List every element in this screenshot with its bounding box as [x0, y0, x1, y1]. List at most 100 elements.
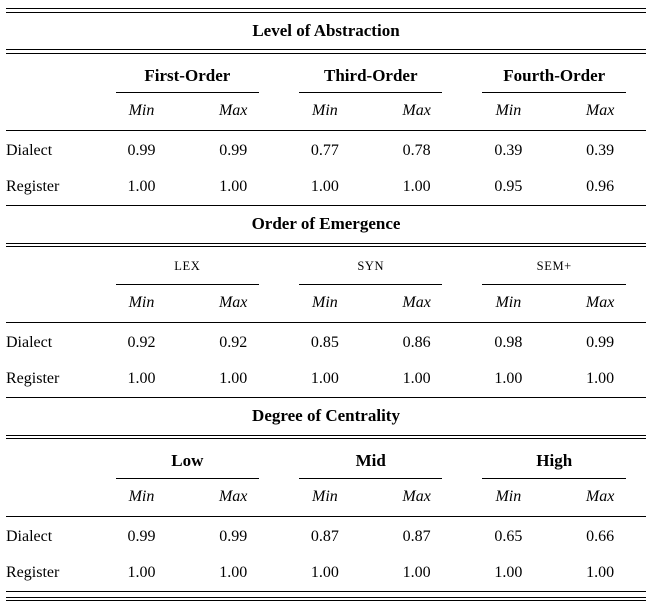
value-cell: 0.39 — [586, 142, 615, 160]
row-label: Dialect — [6, 142, 53, 160]
max-header: Max — [370, 478, 463, 517]
centrality-table: Low Mid High Min Max Min Max Min Max Dia… — [6, 439, 646, 591]
bottom-single-rule — [6, 590, 646, 592]
value-cell: 0.66 — [586, 527, 615, 545]
value-cell: 1.00 — [310, 370, 339, 388]
max-header: Max — [370, 285, 463, 324]
value-cell: 0.87 — [402, 527, 431, 545]
group-header: Mid — [279, 439, 462, 479]
value-cell: 0.99 — [586, 334, 615, 352]
group-header: LEX — [96, 247, 279, 286]
group-header-label: First-Order — [115, 66, 260, 94]
min-header: Min — [279, 478, 371, 517]
value-cell: 1.00 — [402, 563, 431, 581]
value-cell: 1.00 — [494, 563, 523, 581]
min-header: Min — [462, 93, 555, 132]
max-header: Max — [554, 478, 646, 517]
value-cell: 0.77 — [310, 142, 339, 160]
value-cell: 0.99 — [127, 142, 156, 160]
value-cell: 0.96 — [586, 178, 615, 196]
value-cell: 0.92 — [219, 334, 248, 352]
title-double-rule — [6, 49, 646, 54]
minmax-header-row: Min Max Min Max Min Max — [6, 93, 646, 132]
table-row: Register 1.00 1.00 1.00 1.00 0.95 0.96 — [6, 169, 646, 205]
section-separator-rule — [6, 205, 646, 207]
group-header-label: SEM+ — [482, 259, 626, 286]
min-header: Min — [462, 285, 555, 324]
section-title-abstraction: Level of Abstraction — [252, 20, 400, 40]
row-label: Dialect — [6, 334, 53, 352]
table-row: Dialect 0.99 0.99 0.77 0.78 0.39 0.39 — [6, 131, 646, 170]
min-header: Min — [95, 93, 188, 132]
max-header: Max — [370, 93, 463, 132]
abstraction-table: First-Order Third-Order Fourth-Order Min… — [6, 54, 646, 206]
group-header-label: SYN — [299, 259, 443, 286]
group-header: SYN — [279, 247, 462, 286]
group-header-row: LEX SYN SEM+ — [6, 247, 646, 286]
spacer-cell — [6, 93, 96, 132]
spacer-cell — [6, 54, 96, 94]
group-header-row: First-Order Third-Order Fourth-Order — [6, 54, 646, 94]
value-cell: 1.00 — [402, 370, 431, 388]
min-header: Min — [279, 93, 371, 132]
min-header: Min — [462, 478, 555, 517]
row-label: Register — [6, 370, 60, 388]
value-cell: 1.00 — [127, 178, 156, 196]
section-title-centrality: Degree of Centrality — [252, 406, 400, 426]
spacer-cell — [6, 285, 96, 324]
group-header: First-Order — [96, 54, 279, 94]
title-double-rule — [6, 434, 646, 440]
group-header-label: High — [482, 451, 626, 479]
value-cell: 0.87 — [310, 527, 339, 545]
group-header: Fourth-Order — [462, 54, 646, 94]
group-header-label: Third-Order — [299, 66, 443, 94]
minmax-header-row: Min Max Min Max Min Max — [6, 478, 646, 517]
group-header-label: Mid — [299, 451, 443, 479]
spacer-cell — [6, 247, 96, 285]
min-header: Min — [279, 285, 371, 324]
group-header: High — [462, 439, 646, 479]
group-header-label: LEX — [115, 259, 260, 286]
max-header: Max — [554, 285, 646, 324]
spacer-cell — [6, 478, 96, 517]
group-header-label: Fourth-Order — [482, 66, 626, 94]
row-label: Register — [6, 563, 60, 581]
spacer-cell — [6, 439, 96, 479]
row-label: Register — [6, 178, 60, 196]
table-row: Dialect 0.99 0.99 0.87 0.87 0.65 0.66 — [6, 516, 646, 555]
value-cell: 0.98 — [494, 334, 523, 352]
value-cell: 1.00 — [494, 370, 523, 388]
section-separator-rule — [6, 397, 646, 399]
min-header: Min — [95, 478, 188, 517]
value-cell: 1.00 — [219, 563, 248, 581]
min-header: Min — [95, 285, 188, 324]
value-cell: 1.00 — [586, 563, 615, 581]
max-header: Max — [187, 93, 280, 132]
value-cell: 0.99 — [127, 527, 156, 545]
group-header-row: Low Mid High — [6, 439, 646, 479]
value-cell: 0.39 — [494, 142, 523, 160]
table-row: Register 1.00 1.00 1.00 1.00 1.00 1.00 — [6, 361, 646, 397]
minmax-header-row: Min Max Min Max Min Max — [6, 285, 646, 324]
max-header: Max — [187, 285, 280, 324]
value-cell: 0.86 — [402, 334, 431, 352]
value-cell: 0.95 — [494, 178, 523, 196]
value-cell: 1.00 — [219, 178, 248, 196]
group-header: SEM+ — [462, 247, 646, 286]
group-header: Third-Order — [279, 54, 462, 94]
value-cell: 0.85 — [310, 334, 339, 352]
value-cell: 1.00 — [586, 370, 615, 388]
value-cell: 1.00 — [127, 370, 156, 388]
value-cell: 1.00 — [127, 563, 156, 581]
value-cell: 0.92 — [127, 334, 156, 352]
title-double-rule — [6, 242, 646, 248]
group-header-label: Low — [115, 451, 260, 479]
emergence-table: LEX SYN SEM+ Min Max Min Max Min Max Dia… — [6, 247, 646, 397]
max-header: Max — [554, 93, 646, 132]
table-row: Dialect 0.92 0.92 0.85 0.86 0.98 0.99 — [6, 323, 646, 362]
value-cell: 0.65 — [494, 527, 523, 545]
value-cell: 1.00 — [310, 178, 339, 196]
value-cell: 1.00 — [310, 563, 339, 581]
value-cell: 0.78 — [402, 142, 431, 160]
